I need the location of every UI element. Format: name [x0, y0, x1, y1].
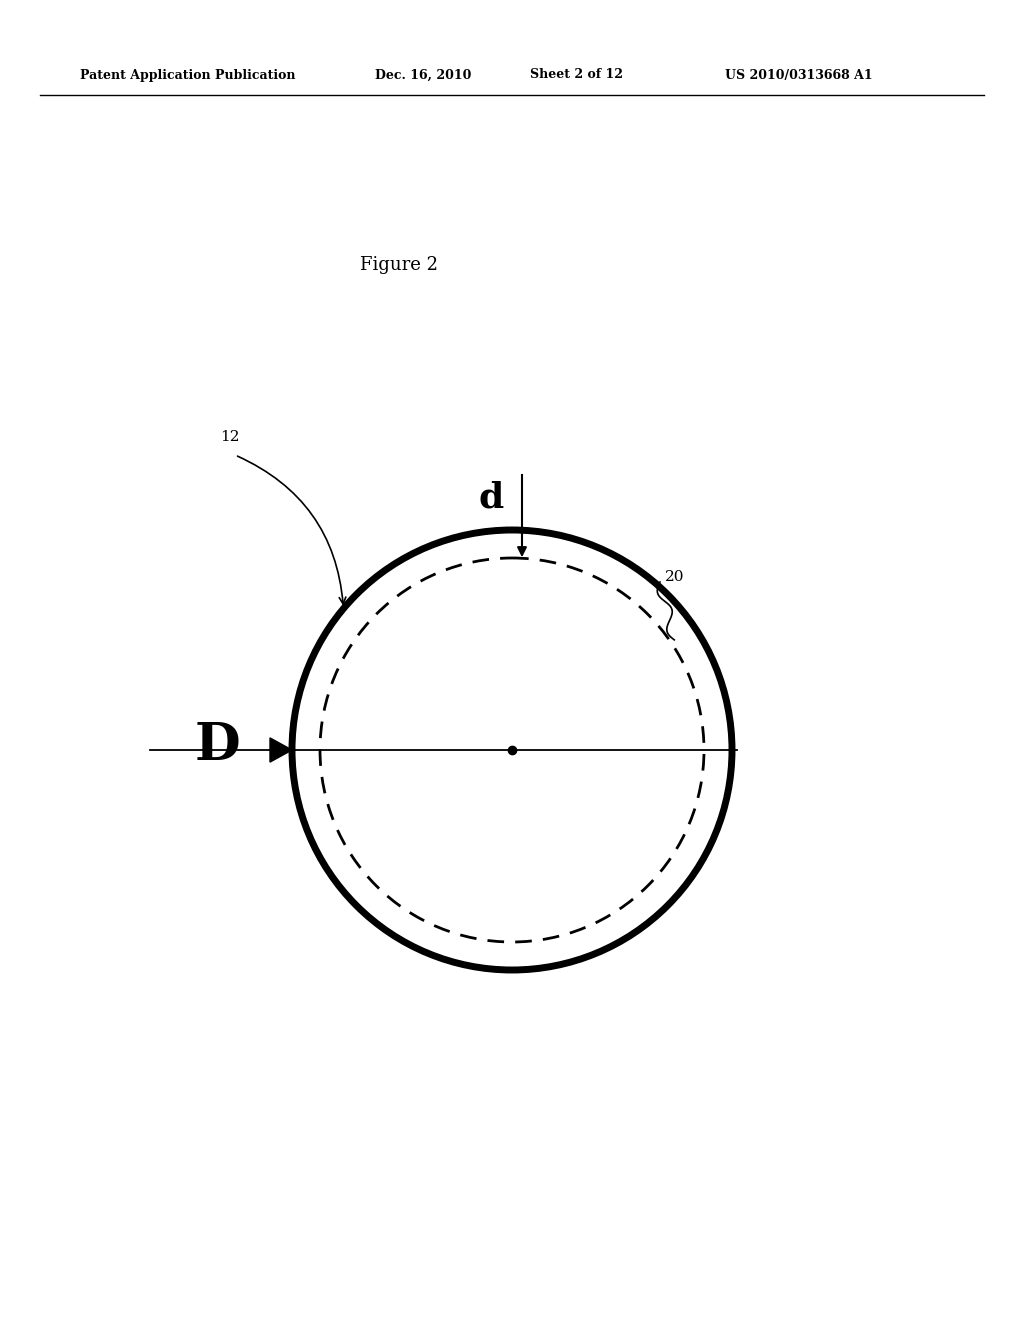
Polygon shape [270, 738, 292, 762]
Text: US 2010/0313668 A1: US 2010/0313668 A1 [725, 69, 872, 82]
Text: Dec. 16, 2010: Dec. 16, 2010 [375, 69, 471, 82]
Text: Patent Application Publication: Patent Application Publication [80, 69, 296, 82]
Text: Figure 2: Figure 2 [360, 256, 438, 275]
Text: 20: 20 [665, 570, 684, 583]
Text: d: d [479, 480, 504, 513]
Text: D: D [195, 719, 241, 771]
Text: Sheet 2 of 12: Sheet 2 of 12 [530, 69, 623, 82]
Text: 12: 12 [220, 430, 240, 444]
